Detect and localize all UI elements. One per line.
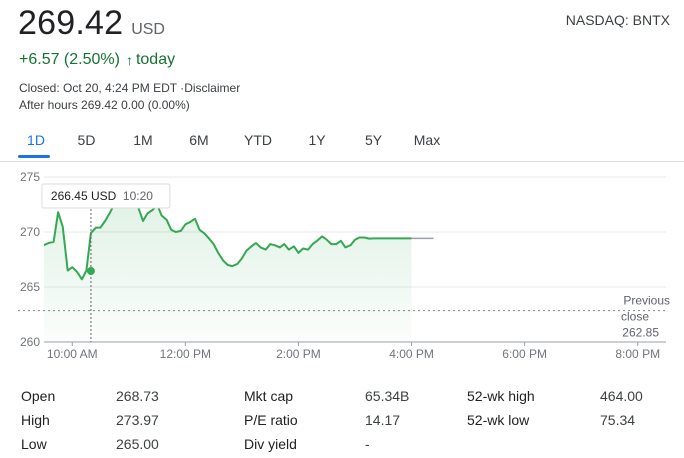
current-price: 269.42 <box>18 4 124 42</box>
stat-52wk-low-label: 52-wk low <box>467 412 530 428</box>
tab-5d[interactable]: 5D <box>77 132 96 148</box>
tab-max[interactable]: Max <box>413 132 441 148</box>
previous-close-label-line2: close <box>621 310 649 324</box>
tab-5y[interactable]: 5Y <box>364 132 383 148</box>
stat-open-value: 268.73 <box>116 388 159 404</box>
stat-divyield-value: - <box>365 436 370 452</box>
x-tick-label: 12:00 PM <box>160 347 211 361</box>
stat-52wk-high-value: 464.00 <box>600 388 643 404</box>
after-hours-info: After hours 269.42 0.00 (0.00%) <box>19 98 190 112</box>
price-line <box>43 188 412 281</box>
price-chart[interactable]: 260 265 270 275 10:00 AM 12:00 PM 2:00 PM 4:00… <box>0 165 684 365</box>
y-tick-label-270: 270 <box>20 225 40 239</box>
tab-6m[interactable]: 6M <box>189 132 209 148</box>
stat-52wk-high-label: 52-wk high <box>467 388 535 404</box>
up-arrow-icon: ↑ <box>125 52 133 68</box>
closed-info: Closed: Oct 20, 4:24 PM EDT ·Disclaimer <box>19 81 240 95</box>
disclaimer-link[interactable]: Disclaimer <box>184 81 241 95</box>
currency-label: USD <box>131 21 165 38</box>
stat-mktcap-value: 65.34B <box>365 388 410 404</box>
stat-high-label: High <box>21 412 50 428</box>
hover-point <box>86 267 95 276</box>
hover-tooltip: 266.45 USD 10:20 <box>41 183 171 209</box>
tabs-divider <box>0 161 684 162</box>
tab-1m[interactable]: 1M <box>133 132 153 148</box>
x-tick-label: 10:00 AM <box>47 347 98 361</box>
tab-1d[interactable]: 1D <box>27 132 45 148</box>
stat-pe-label: P/E ratio <box>244 412 298 428</box>
stat-divyield-label: Div yield <box>244 436 297 452</box>
change-period: today <box>135 51 176 68</box>
stat-pe-value: 14.17 <box>365 412 401 428</box>
tab-ytd[interactable]: YTD <box>244 132 272 148</box>
stat-52wk-low-value: 75.34 <box>600 412 636 428</box>
closed-text: Closed: Oct 20, 4:24 PM EDT · <box>19 81 185 95</box>
previous-close-value: 262.85 <box>622 326 659 340</box>
x-tick-label: 2:00 PM <box>276 347 321 361</box>
stat-high-value: 273.97 <box>116 412 159 428</box>
y-tick-label-265: 265 <box>20 280 40 294</box>
stat-open-label: Open <box>21 388 56 404</box>
tab-1y[interactable]: 1Y <box>308 132 326 148</box>
active-tab-indicator <box>18 155 50 158</box>
tooltip-time: 10:20 <box>123 189 153 203</box>
price-change: +6.57 (2.50%) ↑ today <box>19 51 175 69</box>
x-tick-label: 8:00 PM <box>615 347 660 361</box>
price-header: 269.42 USD <box>18 4 165 43</box>
range-tabs: 1D 5D 1M 6M YTD 1Y 5Y Max <box>14 130 452 150</box>
tooltip-price: 266.45 USD <box>51 189 117 203</box>
stat-low-label: Low <box>21 436 47 452</box>
change-value: +6.57 (2.50%) <box>19 51 120 68</box>
stat-low-value: 265.00 <box>116 436 159 452</box>
previous-close-label-line1: Previous <box>623 294 670 308</box>
stat-mktcap-label: Mkt cap <box>244 388 294 404</box>
exchange-ticker: NASDAQ: BNTX <box>565 12 670 28</box>
x-tick-label: 4:00 PM <box>389 347 434 361</box>
x-tick-label: 6:00 PM <box>502 347 547 361</box>
previous-close-label: Previous close 262.85 <box>621 294 670 340</box>
y-tick-label-275: 275 <box>20 170 40 184</box>
y-tick-label-260: 260 <box>20 335 40 349</box>
